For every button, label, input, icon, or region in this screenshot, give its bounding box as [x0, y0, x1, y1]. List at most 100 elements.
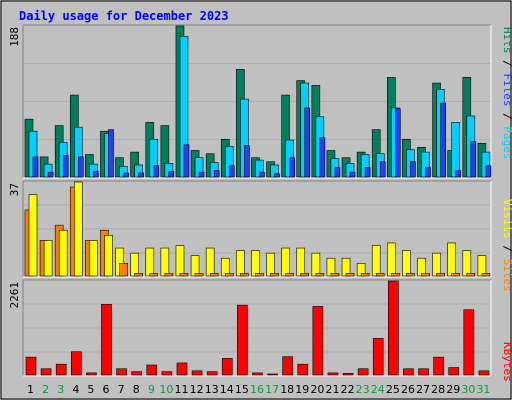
pages-bar	[425, 167, 431, 178]
sites-bar	[58, 229, 68, 277]
kbytes-bar	[146, 364, 158, 376]
sites-bar	[119, 262, 128, 277]
legend-separator: /	[501, 107, 512, 127]
pages-bar	[153, 165, 160, 178]
visits-bar	[266, 252, 275, 277]
sites-bar	[406, 273, 415, 277]
kbytes-bar	[463, 309, 475, 376]
day-label: 20	[310, 383, 324, 396]
day-label: 3	[57, 383, 64, 396]
visits-bar	[281, 247, 290, 277]
kbytes-bar	[86, 372, 97, 376]
kbytes-bar	[372, 338, 384, 376]
visits-bar	[402, 250, 411, 277]
sites-bar	[104, 235, 113, 277]
day-label: 24	[371, 383, 385, 396]
sites-bar	[224, 273, 234, 277]
kbytes-bar	[327, 372, 339, 376]
visits-bar	[387, 242, 396, 277]
kbytes-bar	[297, 363, 309, 376]
day-label: 16	[250, 383, 264, 396]
kbytes-bar	[206, 371, 218, 376]
kbytes-bar	[252, 372, 263, 376]
visits-bar	[175, 245, 185, 277]
kbytes-bar	[101, 304, 112, 376]
sites-bar	[481, 273, 491, 277]
pages-bar	[259, 171, 265, 178]
legend-kbytes: KBytes	[501, 342, 512, 382]
sites-bar	[194, 273, 204, 277]
sites-bar	[466, 273, 476, 277]
day-label: 31	[476, 383, 490, 396]
panel-hits-legend: Hits / Files / Pages	[501, 27, 512, 160]
visits-bar	[371, 245, 381, 277]
day-label: 30	[461, 383, 475, 396]
panel-kbytes: 2261 KBytes	[8, 279, 512, 382]
sites-bar	[330, 273, 340, 277]
pages-bar	[123, 172, 129, 178]
kbytes-bar	[342, 373, 354, 376]
visits-bar	[145, 247, 155, 277]
kbytes-bar	[131, 371, 142, 376]
pages-bar	[228, 165, 235, 178]
pages-bar	[168, 171, 175, 178]
pages-bar	[274, 173, 280, 178]
visits-bar	[160, 247, 170, 277]
visits-bar	[205, 247, 215, 277]
pages-bar	[440, 102, 446, 178]
legend-sites: Sites	[501, 259, 512, 292]
panel-kbytes-legend: KBytes	[501, 342, 512, 382]
sites-bar	[315, 273, 325, 277]
legend-separator: /	[501, 54, 512, 74]
sites-bar	[375, 273, 385, 277]
day-label: 2	[42, 383, 49, 396]
x-axis-labels: 1 2 3 4 5 6 7 8 9 10 11 12 13 14 15 16 17 18 19 20 21 22 23 24 2…	[27, 383, 490, 396]
legend-pages: Pages	[501, 126, 512, 159]
day-label: 15	[235, 383, 249, 396]
panel-visits-legend: Visits / Sites	[501, 199, 512, 292]
sites-bar	[300, 273, 310, 277]
panel-kbytes-max-label: 2261	[8, 282, 21, 309]
pages-bar	[364, 167, 371, 178]
sites-bar	[436, 273, 445, 277]
panel-hits-max-label: 188	[8, 27, 21, 47]
day-label: 21	[325, 383, 339, 396]
pages-bar	[455, 170, 462, 178]
day-label: 19	[295, 383, 309, 396]
sites-bar	[391, 273, 400, 277]
day-label: 26	[401, 383, 415, 396]
kbytes-bar	[176, 362, 188, 376]
kbytes-bar	[403, 368, 414, 376]
kbytes-bar	[161, 371, 173, 376]
sites-bar	[43, 240, 53, 277]
sites-bar	[270, 273, 279, 277]
sites-bar	[209, 273, 219, 277]
pages-bar	[304, 107, 311, 178]
sites-bar	[345, 273, 355, 277]
panel-visits-max-label: 37	[8, 183, 21, 196]
day-label: 17	[265, 383, 279, 396]
kbytes-bar	[418, 368, 429, 376]
day-label: 4	[72, 383, 79, 396]
day-label: 10	[159, 383, 173, 396]
legend-hits: Hits	[501, 27, 512, 54]
kbytes-bar	[55, 363, 67, 376]
day-label: 22	[341, 383, 355, 396]
day-label: 27	[416, 383, 430, 396]
files-bar	[451, 122, 461, 178]
day-label: 5	[87, 383, 94, 396]
sites-bar	[451, 273, 461, 277]
pages-bar	[244, 145, 250, 178]
day-label: 12	[190, 383, 204, 396]
chart-title: Daily usage for December 2023	[19, 9, 229, 23]
pages-bar	[470, 141, 477, 178]
kbytes-bar	[267, 373, 278, 376]
pages-bar	[77, 156, 84, 178]
pages-bar	[334, 167, 341, 178]
day-label: 18	[280, 383, 294, 396]
pages-bar	[289, 157, 295, 178]
kbytes-bar	[237, 304, 248, 376]
sites-bar	[164, 273, 174, 277]
